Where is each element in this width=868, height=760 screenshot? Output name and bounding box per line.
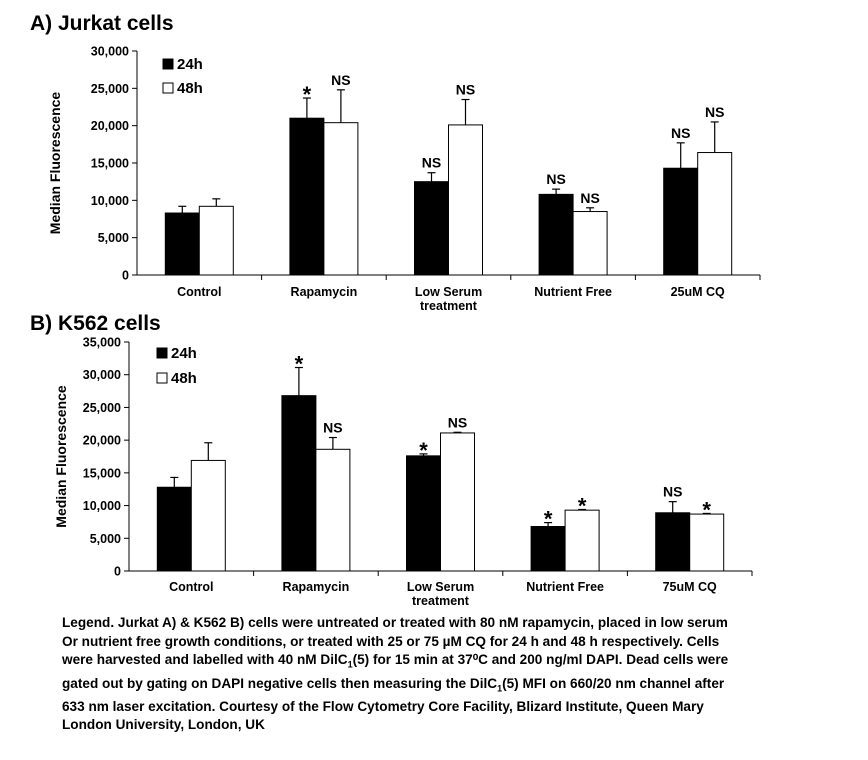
- x-category-label: Rapamycin: [283, 580, 350, 594]
- chart-a-title: A) Jurkat cells: [30, 12, 174, 35]
- x-category-label: 75uM CQ: [663, 580, 717, 594]
- legend-label: 48h: [177, 80, 203, 97]
- bar-48h: [689, 513, 725, 572]
- y-tick-label: 5,000: [90, 532, 121, 546]
- bar-48h: [315, 448, 351, 572]
- bar-48h: [440, 432, 475, 572]
- bar-24h: [164, 212, 200, 276]
- chart-b-title: B) K562 cells: [30, 312, 161, 335]
- bar-24h: [530, 526, 566, 572]
- bar-24h: [281, 395, 317, 572]
- y-tick-label: 35,000: [83, 336, 121, 350]
- legend-line: were harvested and labelled with 40 nM D…: [62, 652, 729, 670]
- legend-swatch-48h: [162, 82, 174, 94]
- significance-label: NS: [422, 155, 441, 171]
- x-category-label: Low Serum: [415, 285, 482, 299]
- significance-label: *: [544, 507, 553, 532]
- x-category-label: Nutrient Free: [526, 580, 604, 594]
- legend-line: Legend. Jurkat A) & K562 B) cells were u…: [62, 615, 728, 630]
- bar-24h: [406, 455, 441, 572]
- significance-label: NS: [456, 82, 475, 98]
- significance-label: NS: [580, 190, 599, 206]
- bar-24h: [538, 193, 574, 276]
- significance-label: *: [303, 82, 312, 107]
- bar-48h: [190, 459, 226, 572]
- legend-label: 48h: [171, 370, 197, 387]
- significance-label: *: [295, 352, 304, 377]
- y-tick-label: 15,000: [83, 466, 121, 480]
- significance-label: NS: [705, 104, 724, 120]
- legend-line: gated out by gating on DAPI negative cel…: [62, 675, 725, 694]
- y-tick-label: 5,000: [98, 231, 129, 245]
- bar-48h: [564, 509, 600, 572]
- significance-label: NS: [323, 420, 342, 436]
- x-category-label: treatment: [420, 299, 478, 313]
- bar-48h: [198, 205, 234, 276]
- y-tick-label: 10,000: [83, 499, 121, 513]
- y-tick-label: 20,000: [83, 434, 121, 448]
- bar-24h: [414, 181, 449, 276]
- legend-swatch-24h: [156, 347, 168, 359]
- legend-line: Or nutrient free growth conditions, or t…: [62, 633, 720, 649]
- bar-24h: [289, 117, 325, 276]
- y-tick-label: 15,000: [91, 157, 129, 171]
- x-category-label: 25uM CQ: [671, 285, 725, 299]
- significance-label: NS: [671, 125, 690, 141]
- legend-label: 24h: [171, 345, 197, 362]
- bar-24h: [655, 512, 691, 572]
- significance-label: NS: [546, 171, 565, 187]
- legend-line: London University, London, UK: [62, 717, 265, 733]
- chart-a-jurkat: 0 5,000 10,000 15,000 20,000 25,000 30,000 Medi…: [47, 45, 761, 313]
- x-category-label: Nutrient Free: [534, 285, 612, 299]
- y-tick-label: 30,000: [83, 368, 121, 382]
- x-category-label: Low Serum: [407, 580, 474, 594]
- figure-legend-text: Legend. Jurkat A) & K562 B) cells were u…: [62, 614, 857, 735]
- bar-24h: [663, 167, 699, 276]
- y-tick-label: 20,000: [91, 119, 129, 133]
- significance-label: NS: [331, 72, 350, 88]
- bar-48h: [323, 122, 359, 276]
- significance-label: *: [578, 493, 587, 518]
- x-category-label: treatment: [412, 594, 470, 608]
- legend-label: 24h: [177, 56, 203, 73]
- bar-48h: [697, 152, 733, 276]
- bar-48h: [448, 124, 483, 276]
- y-axis-label: Median Fluorescence: [53, 385, 69, 528]
- x-category-label: Control: [169, 580, 213, 594]
- significance-label: NS: [663, 484, 682, 500]
- y-tick-label: 0: [122, 269, 129, 283]
- bar-48h: [572, 211, 608, 276]
- y-axis-label: Median Fluorescence: [47, 92, 63, 235]
- y-tick-label: 10,000: [91, 194, 129, 208]
- significance-label: NS: [448, 414, 467, 430]
- x-category-label: Rapamycin: [291, 285, 358, 299]
- chart-b-k562: 0 5,000 10,000 15,000 20,000 25,000 30,000 35,0…: [53, 336, 753, 608]
- y-tick-label: 25,000: [83, 401, 121, 415]
- significance-label: *: [702, 497, 711, 522]
- legend-swatch-24h: [162, 58, 174, 70]
- y-tick-label: 30,000: [91, 45, 129, 59]
- bar-24h: [156, 486, 192, 572]
- legend-line: 633 nm laser excitation. Courtesy of the…: [62, 698, 704, 714]
- y-tick-label: 0: [114, 565, 121, 579]
- x-category-label: Control: [177, 285, 221, 299]
- significance-label: *: [419, 438, 428, 463]
- legend-swatch-48h: [156, 372, 168, 384]
- y-tick-label: 25,000: [91, 82, 129, 96]
